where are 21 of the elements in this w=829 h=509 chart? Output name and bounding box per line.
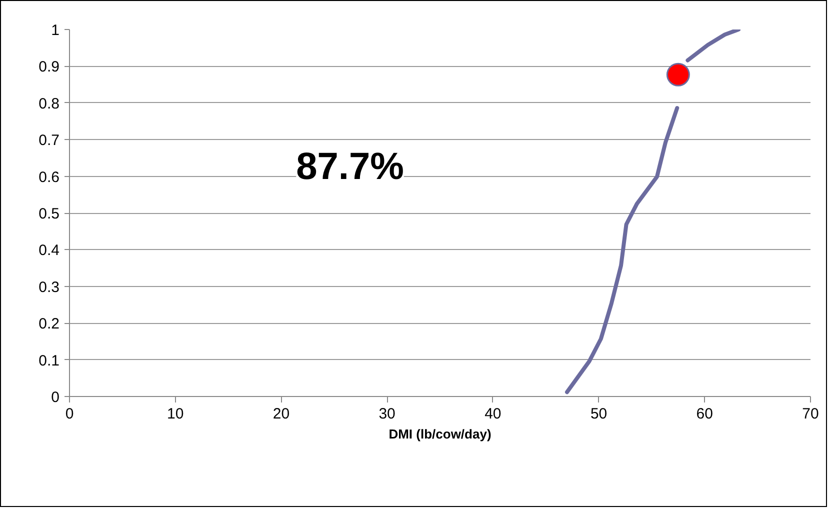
- x-tick-label: 30: [378, 406, 396, 422]
- y-tick-label: 0.1: [38, 352, 60, 370]
- y-tick-label: 0.6: [38, 168, 60, 186]
- x-axis-title: DMI (lb/cow/day): [388, 426, 492, 442]
- x-tick-label: 20: [272, 406, 290, 422]
- y-tick-label: 0: [51, 389, 60, 406]
- y-tick-label: 0.2: [38, 316, 60, 333]
- x-tick-label: 10: [167, 406, 184, 422]
- x-tick-label: 0: [65, 406, 74, 422]
- y-tick-label: 0.7: [38, 132, 60, 150]
- y-tick-label: 1: [51, 22, 60, 39]
- x-tick-label: 70: [802, 406, 819, 422]
- x-tick-label: 60: [696, 406, 713, 422]
- annotation: 87.7%: [296, 146, 404, 188]
- y-tick-label: 0.9: [38, 58, 60, 76]
- x-tick-label: 40: [484, 406, 502, 422]
- y-tick-label: 0.3: [38, 278, 60, 296]
- x-tick-label: 50: [590, 406, 608, 422]
- y-tick-label: 0.5: [38, 206, 60, 222]
- y-tick-label: 0.4: [38, 242, 60, 260]
- y-tick-label: 0.8: [38, 95, 60, 112]
